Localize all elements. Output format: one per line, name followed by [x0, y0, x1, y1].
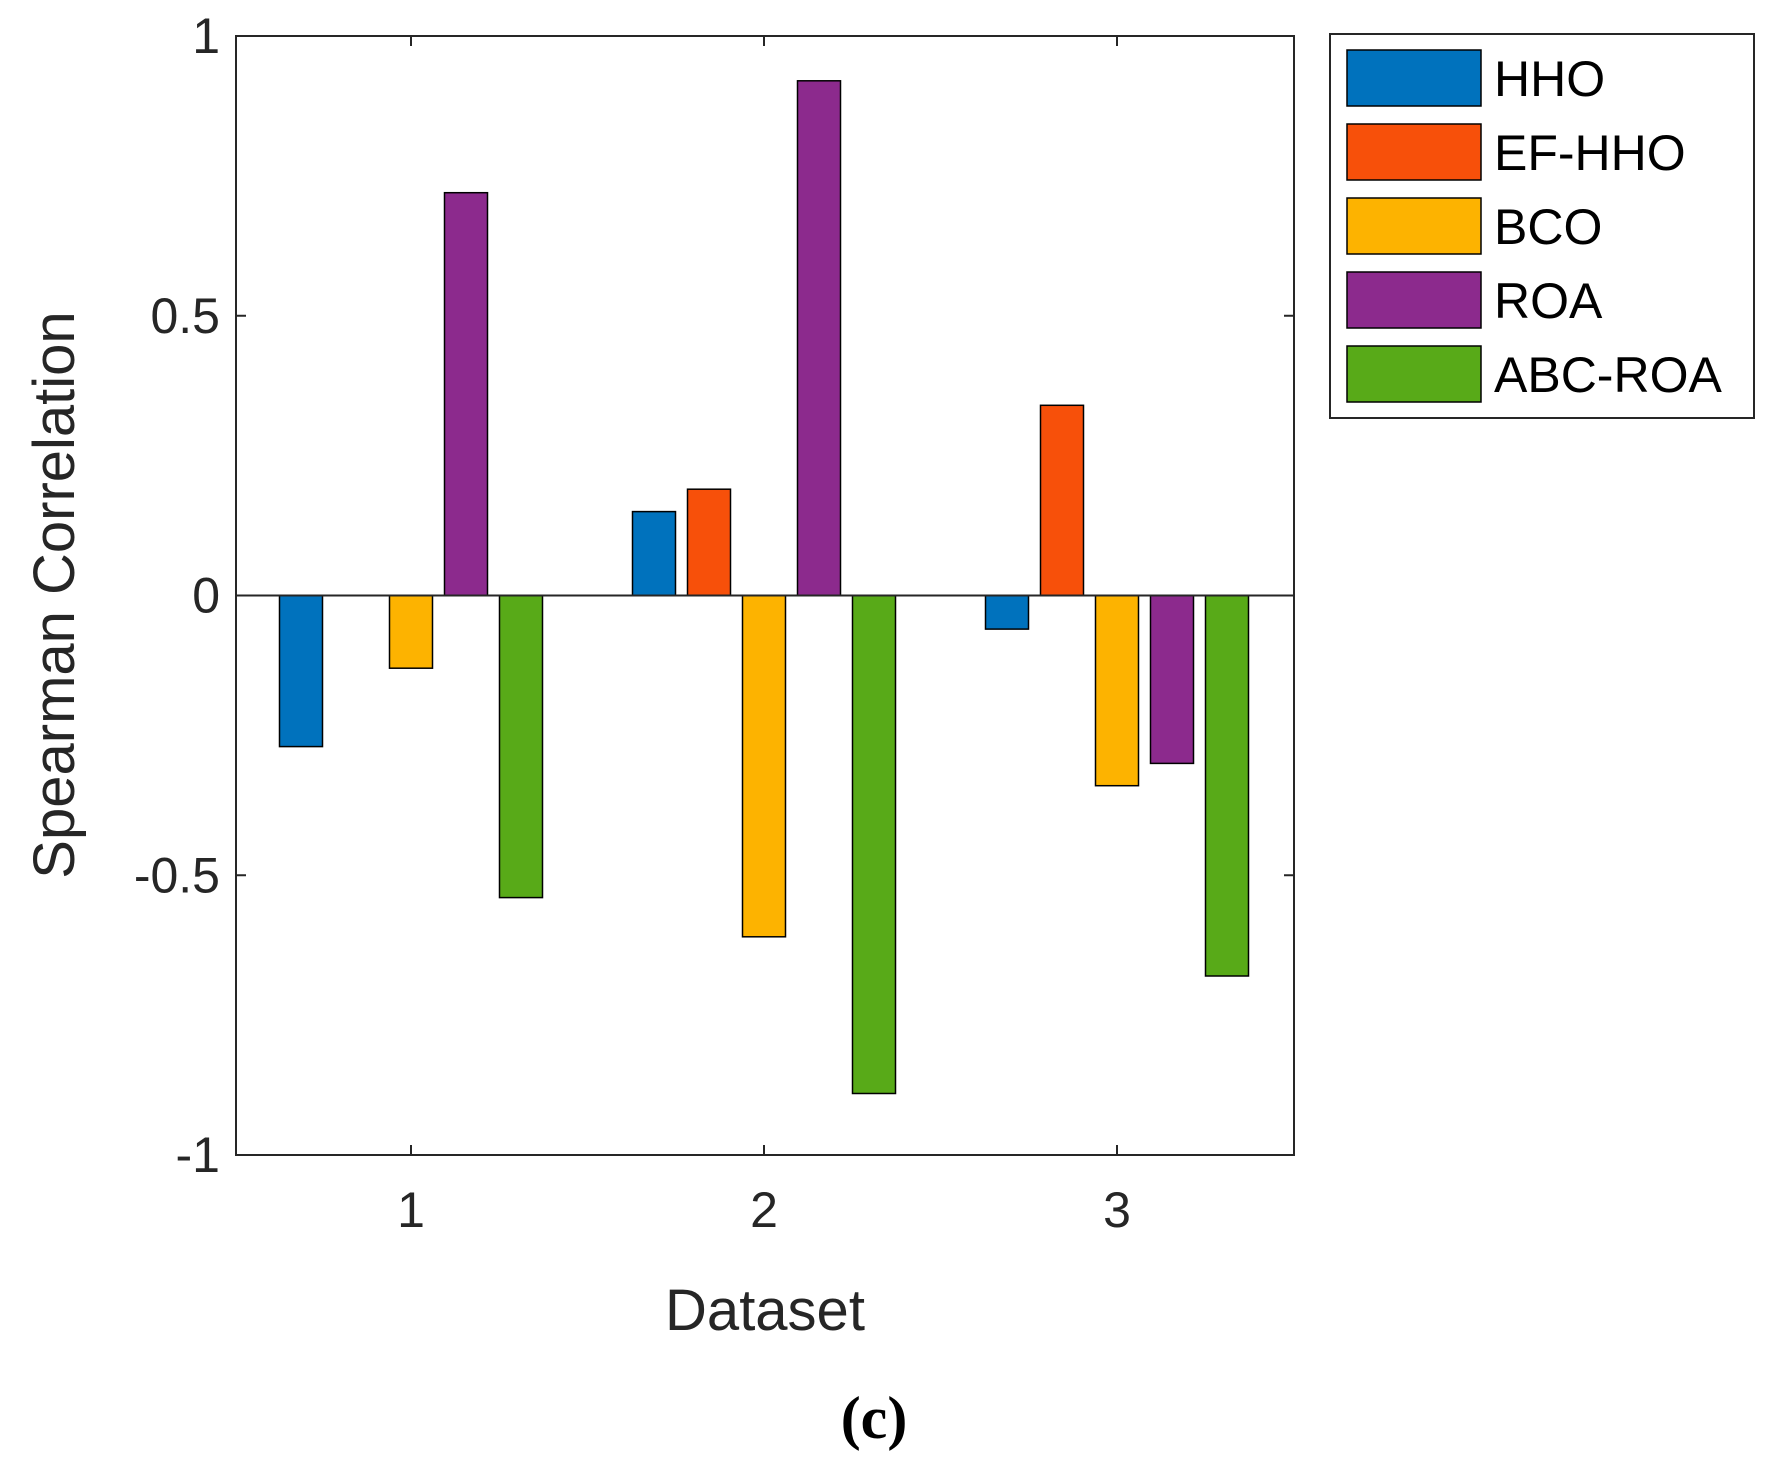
x-tick-label: 1 — [397, 1182, 425, 1238]
bar-roa-dataset-1 — [443, 191, 489, 597]
legend-swatch-hho — [1346, 49, 1482, 107]
x-axis-ticks: 1 2 3 — [397, 36, 1131, 1238]
y-tick-label: -1 — [176, 1127, 220, 1183]
x-axis-title: Dataset — [665, 1278, 865, 1343]
bar-hho-dataset-2 — [631, 510, 677, 597]
y-tick-label: 1 — [192, 8, 220, 64]
y-axis-ticks: -1 -0.5 0 0.5 1 — [134, 8, 1294, 1183]
x-tick-label: 3 — [1103, 1182, 1131, 1238]
bar-abc-roa-dataset-1 — [498, 594, 544, 899]
legend-swatch-abc-roa — [1346, 345, 1482, 403]
bar-roa-dataset-2 — [796, 80, 842, 597]
bar-abc-roa-dataset-3 — [1204, 594, 1250, 977]
y-tick-label: 0.5 — [150, 288, 220, 344]
legend-label-ef-hho: EF-HHO — [1494, 125, 1686, 181]
legend: HHO EF-HHO BCO ROA ABC-ROA — [1329, 33, 1755, 419]
legend-swatch-ef-hho — [1346, 123, 1482, 181]
legend-swatch-roa — [1346, 271, 1482, 329]
y-tick-label: 0 — [192, 568, 220, 624]
bar-roa-dataset-3 — [1149, 594, 1195, 765]
bars — [278, 80, 1250, 1095]
legend-label-roa: ROA — [1494, 273, 1603, 329]
bar-hho-dataset-3 — [984, 594, 1030, 630]
bar-bco-dataset-3 — [1094, 594, 1140, 787]
plot-area: -1 -0.5 0 0.5 1 1 2 3 — [134, 8, 1295, 1238]
panel-label: (c) — [841, 1385, 908, 1451]
bar-bco-dataset-1 — [388, 594, 434, 669]
x-tick-label: 2 — [750, 1182, 778, 1238]
bar-ef-hho-dataset-3 — [1039, 404, 1085, 597]
bar-abc-roa-dataset-2 — [851, 594, 897, 1095]
y-axis-title: Spearman Correlation — [22, 311, 87, 878]
bar-ef-hho-dataset-2 — [686, 488, 732, 597]
bar-bco-dataset-2 — [741, 594, 787, 938]
bar-hho-dataset-1 — [278, 594, 324, 748]
legend-swatch-bco — [1346, 197, 1482, 255]
y-tick-label: -0.5 — [134, 847, 220, 903]
legend-label-hho: HHO — [1494, 51, 1605, 107]
legend-label-bco: BCO — [1494, 199, 1602, 255]
legend-label-abc-roa: ABC-ROA — [1494, 347, 1722, 403]
